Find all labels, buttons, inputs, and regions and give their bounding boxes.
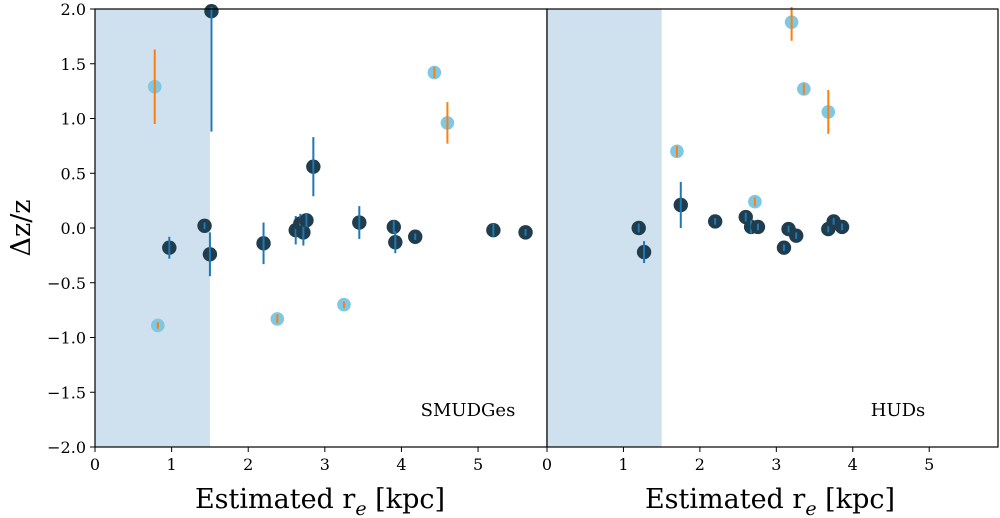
smudges-x-tick-label: 2 <box>243 455 253 474</box>
huds-panel-label: HUDs <box>871 400 926 421</box>
smudges-panel-label: SMUDGes <box>421 400 516 421</box>
smudges-x-tick-label: 4 <box>396 455 406 474</box>
smudges-x-axis-title-main: Estimated r <box>195 484 355 515</box>
huds-x-axis-title-sub: e <box>805 498 816 518</box>
huds-ticks: 0 1 2 3 4 5 <box>542 447 934 474</box>
y-tick-label: 0.5 <box>61 164 86 183</box>
smudges-ticks: 0 1 2 3 4 5 −2.0 −1.5 −1.0 −0.5 0.0 0.5 1.0 1.5 2.0 <box>47 0 483 474</box>
y-tick-label: 2.0 <box>61 0 86 19</box>
huds-x-axis-title: Estimated re [kpc] <box>645 484 895 518</box>
huds-plot-frame <box>546 8 999 448</box>
huds-x-axis-title-unit <box>817 484 826 515</box>
huds-x-tick-label: 3 <box>771 455 781 474</box>
smudges-x-axis-title-unit <box>367 484 376 515</box>
huds-x-tick-label: 1 <box>618 455 628 474</box>
smudges-data-points <box>147 3 533 333</box>
huds-x-tick-label: 5 <box>924 455 934 474</box>
huds-panel: 0 1 2 3 4 5 HUDs <box>542 7 999 474</box>
smudges-x-tick-label: 5 <box>473 455 483 474</box>
y-tick-label: 1.0 <box>61 110 86 129</box>
smudges-panel: 0 1 2 3 4 5 −2.0 −1.5 −1.0 −0.5 0.0 0.5 1.0 1.5 2.0 SM… <box>47 0 548 474</box>
y-tick-label: −0.5 <box>47 274 86 293</box>
y-tick-label: −2.0 <box>47 438 86 457</box>
huds-x-tick-label: 2 <box>695 455 705 474</box>
huds-x-tick-label: 4 <box>848 455 858 474</box>
y-tick-label: −1.0 <box>47 329 86 348</box>
huds-x-axis-title-main: Estimated r <box>645 484 805 515</box>
smudges-shaded-region <box>95 9 210 447</box>
y-axis-title: Δz/z <box>6 199 37 256</box>
huds-x-tick-label: 0 <box>542 455 552 474</box>
smudges-x-tick-label: 0 <box>90 455 100 474</box>
smudges-x-axis-title-sub: e <box>355 498 366 518</box>
huds-data-points <box>631 7 850 264</box>
huds-x-axis-title-units: [kpc] <box>825 484 895 515</box>
smudges-x-axis-title: Estimated re [kpc] <box>195 484 445 518</box>
y-tick-label: 1.5 <box>61 55 86 74</box>
smudges-x-tick-label: 3 <box>320 455 330 474</box>
smudges-x-axis-title-units: [kpc] <box>375 484 445 515</box>
smudges-x-tick-label: 1 <box>167 455 177 474</box>
y-tick-label: −1.5 <box>47 383 86 402</box>
y-tick-label: 0.0 <box>61 219 86 238</box>
